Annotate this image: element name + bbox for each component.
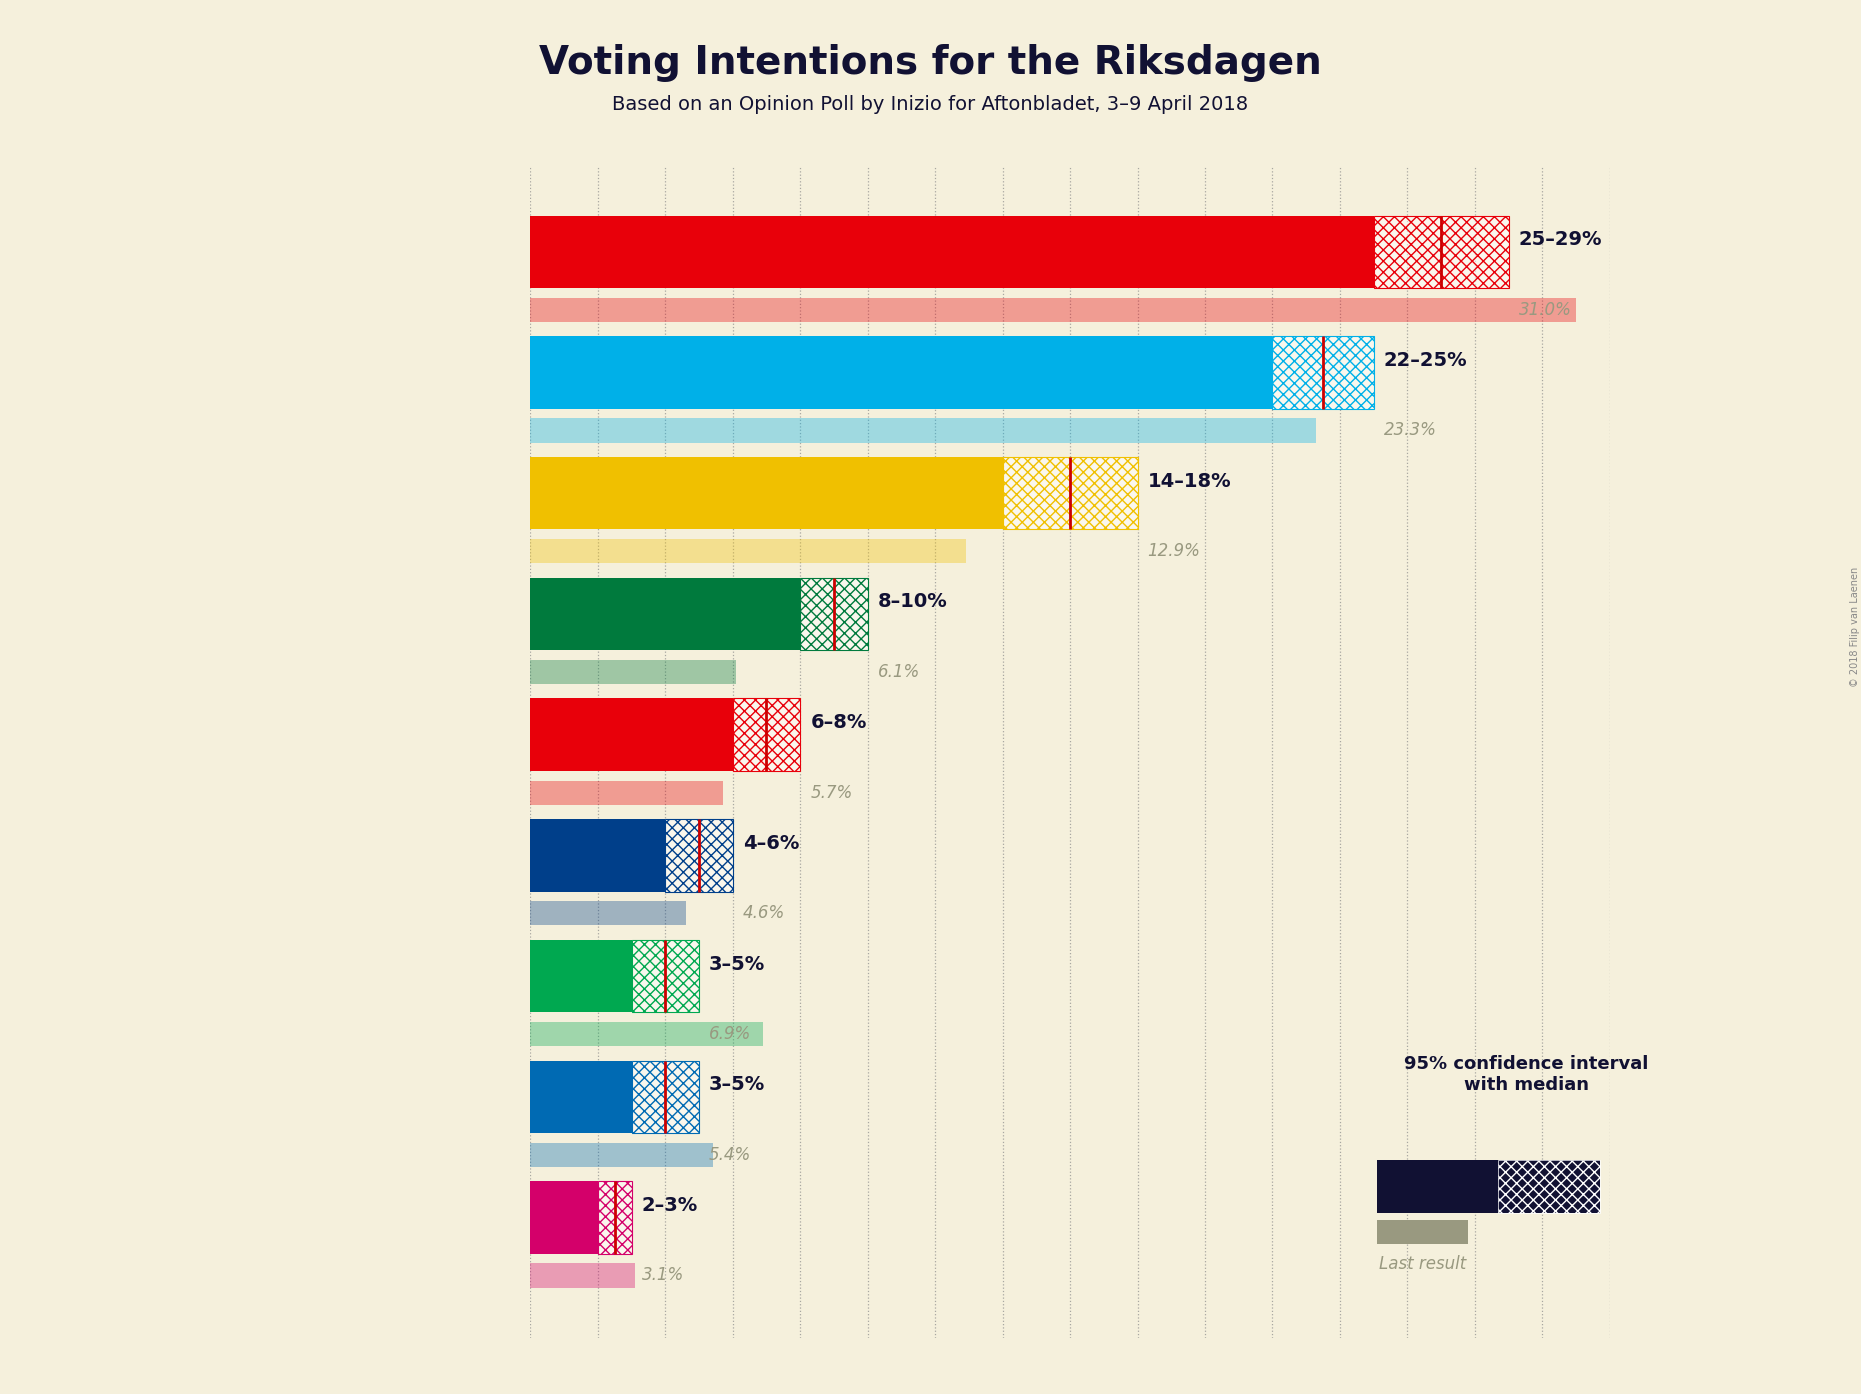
Bar xyxy=(597,1181,631,1253)
Text: 12.9%: 12.9% xyxy=(1148,542,1200,560)
Bar xyxy=(631,1061,700,1133)
Bar xyxy=(530,698,733,771)
Bar xyxy=(1373,216,1509,289)
Bar xyxy=(1373,216,1509,289)
Text: 95% confidence interval
with median: 95% confidence interval with median xyxy=(1403,1055,1649,1094)
Bar xyxy=(1003,457,1137,530)
Text: 6.9%: 6.9% xyxy=(709,1025,752,1043)
Text: 22–25%: 22–25% xyxy=(1385,351,1466,369)
Text: © 2018 Filip van Laenen: © 2018 Filip van Laenen xyxy=(1850,567,1861,687)
Bar xyxy=(530,1061,631,1133)
Text: 6–8%: 6–8% xyxy=(810,714,867,732)
Bar xyxy=(733,698,800,771)
Bar xyxy=(530,1181,597,1253)
Bar xyxy=(530,336,1273,408)
Bar xyxy=(530,216,1373,289)
Bar xyxy=(530,457,1003,530)
Bar xyxy=(597,1181,631,1253)
Bar xyxy=(631,940,700,1012)
Text: 5.4%: 5.4% xyxy=(709,1146,752,1164)
Bar xyxy=(631,940,700,1012)
Text: 3.1%: 3.1% xyxy=(642,1267,685,1284)
Bar xyxy=(530,781,722,804)
Text: Voting Intentions for the Riksdagen: Voting Intentions for the Riksdagen xyxy=(540,43,1321,82)
Text: 31.0%: 31.0% xyxy=(1519,301,1571,319)
Bar xyxy=(530,418,1316,442)
Text: 8–10%: 8–10% xyxy=(878,592,947,612)
Text: Last result: Last result xyxy=(1379,1255,1466,1273)
Bar xyxy=(530,659,737,684)
Text: 25–29%: 25–29% xyxy=(1519,230,1602,250)
Bar xyxy=(800,577,867,650)
Bar xyxy=(666,820,733,892)
Bar xyxy=(733,698,800,771)
Text: 3–5%: 3–5% xyxy=(709,955,765,973)
Bar xyxy=(530,298,1576,322)
Text: 5.7%: 5.7% xyxy=(810,783,852,802)
Text: 14–18%: 14–18% xyxy=(1148,471,1232,491)
Bar xyxy=(530,902,685,926)
Bar xyxy=(1273,336,1373,408)
Bar xyxy=(530,539,966,563)
Bar xyxy=(530,1263,635,1288)
Text: 4.6%: 4.6% xyxy=(743,905,785,923)
Text: 2–3%: 2–3% xyxy=(642,1196,698,1216)
Bar xyxy=(530,1143,713,1167)
Bar xyxy=(530,1022,763,1046)
Bar xyxy=(530,940,631,1012)
Text: 4–6%: 4–6% xyxy=(743,834,798,853)
Bar xyxy=(1273,336,1373,408)
Bar xyxy=(530,577,800,650)
Text: 23.3%: 23.3% xyxy=(1385,421,1437,439)
Bar xyxy=(530,820,666,892)
Bar xyxy=(1003,457,1137,530)
Bar xyxy=(800,577,867,650)
Text: 3–5%: 3–5% xyxy=(709,1075,765,1094)
Text: Based on an Opinion Poll by Inizio for Aftonbladet, 3–9 April 2018: Based on an Opinion Poll by Inizio for A… xyxy=(612,95,1249,114)
Text: 6.1%: 6.1% xyxy=(878,664,919,680)
Bar xyxy=(631,1061,700,1133)
Bar xyxy=(666,820,733,892)
